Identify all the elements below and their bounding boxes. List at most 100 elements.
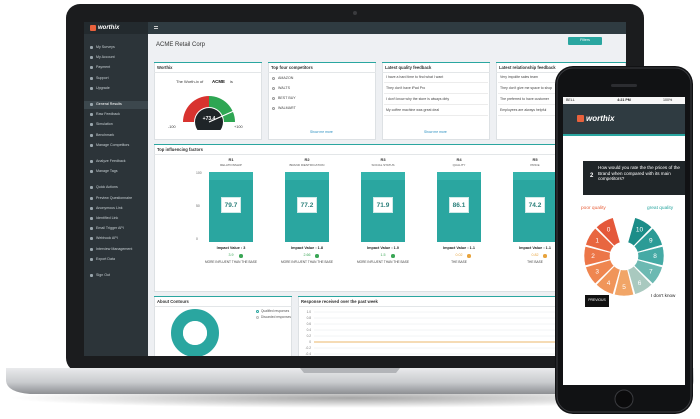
factor-axis-label: 0	[196, 237, 198, 241]
sidebar-icon	[90, 113, 93, 117]
card-accent	[154, 296, 292, 297]
feedback-divider	[384, 115, 488, 116]
sidebar-item[interactable]: Support	[96, 75, 109, 80]
sidebar-item[interactable]: General Results	[96, 102, 122, 106]
factor-impact: Impact Value : 1.8	[291, 246, 323, 250]
competitor-icon	[272, 107, 275, 110]
card-divider	[382, 72, 490, 73]
sidebar-item[interactable]: Manage Tags	[96, 169, 118, 174]
filter-button[interactable]: Filters	[568, 37, 602, 45]
sidebar-active	[84, 101, 148, 109]
rating-segment[interactable]	[633, 259, 663, 285]
card-title: Top influencing factors	[157, 147, 203, 152]
show-more[interactable]: Show me more	[424, 130, 447, 134]
previous-button[interactable]: PREVIOUS	[585, 295, 609, 307]
sidebar-item[interactable]: Upgrade	[96, 85, 110, 90]
factor-name: QUALITY	[452, 163, 466, 167]
sidebar-item[interactable]: Email Trigger API	[96, 226, 124, 231]
rating-label: 3	[595, 269, 599, 276]
competitor: WALMART	[278, 106, 296, 110]
card-divider	[154, 306, 292, 307]
sidebar-item[interactable]: Analyze Feedback	[96, 159, 126, 163]
factor-change-dot	[467, 254, 471, 258]
factor-change: 1.5	[380, 253, 386, 257]
sidebar-item[interactable]: Manage Competitors	[96, 142, 130, 147]
home-button[interactable]	[614, 389, 634, 409]
sidebar-item[interactable]: Interview Management	[96, 246, 133, 251]
y-tick-label: -0.2	[306, 346, 312, 350]
feedback: I have a hard time to find what I want	[386, 75, 444, 79]
rating-segment[interactable]	[627, 265, 653, 295]
sidebar-item[interactable]: Export Data	[96, 256, 115, 261]
donut	[171, 309, 219, 356]
legend-label: Discarded responses	[261, 315, 291, 319]
sidebar-item[interactable]: Payment	[96, 65, 111, 70]
competitor: WALTS	[278, 86, 290, 90]
rating-segment[interactable]	[595, 217, 621, 247]
rating-label: 2	[591, 253, 595, 260]
rating-segment[interactable]	[595, 265, 621, 295]
question-number: 2	[590, 173, 594, 179]
rating-segment[interactable]	[583, 245, 611, 267]
sidebar-item[interactable]: Simulation	[96, 122, 113, 127]
rating-segment[interactable]	[633, 227, 663, 253]
gauge-positive	[209, 96, 235, 122]
rating-segment[interactable]	[585, 227, 615, 253]
sidebar-item[interactable]: Anonymous Link	[96, 205, 123, 210]
card-accent	[154, 62, 262, 63]
factor-name: SOCIAL STATUS	[371, 163, 395, 167]
sidebar-item[interactable]: Identified Link	[96, 216, 119, 220]
topbar	[148, 22, 626, 34]
rating-segment[interactable]	[627, 217, 653, 247]
card-title: Latest relationship feedback	[499, 65, 556, 70]
dont-know[interactable]: I don't know	[651, 293, 676, 298]
rating-label: 1	[595, 238, 599, 245]
rating-segment[interactable]	[637, 245, 665, 267]
card-title: Latest quality feedback	[385, 65, 432, 70]
sidebar-item[interactable]: Benchmark	[96, 132, 115, 137]
sidebar	[84, 22, 148, 356]
factor-name: RELATIONSHIP	[220, 163, 242, 167]
sidebar-item[interactable]: Raw Feedback	[96, 112, 120, 117]
sidebar-item[interactable]: Sign Out	[96, 273, 110, 277]
camera	[353, 11, 357, 15]
legend-swatch	[256, 316, 259, 319]
y-tick-label: 0	[309, 340, 311, 344]
y-tick-label: 0.2	[307, 334, 312, 338]
competitor: AMAZON	[278, 76, 294, 80]
rating-segment[interactable]	[613, 269, 635, 297]
high-label: great quality	[647, 206, 674, 211]
sidebar-icon	[90, 66, 93, 70]
card-divider	[154, 154, 626, 155]
factor-band	[361, 172, 405, 180]
factor-score: 79.7	[221, 197, 241, 213]
sidebar-icon	[90, 227, 93, 231]
sidebar-item[interactable]: Quick Actions	[96, 185, 118, 190]
factor-change: 2.66	[303, 253, 311, 257]
rating-label: 7	[649, 269, 653, 276]
factor-change: 0.02	[455, 253, 463, 257]
sidebar-item[interactable]: My Account	[96, 55, 115, 60]
legend-label: Qualified responses	[261, 309, 290, 313]
factor-change-dot	[543, 254, 547, 258]
page-title: ACME Retail Corp	[156, 42, 206, 48]
show-more[interactable]: Show me more	[310, 130, 333, 134]
gauge	[183, 96, 235, 130]
factor-note: MORE INFLUENT THAN THE BASE	[204, 260, 258, 264]
factor-rank: R3	[380, 157, 386, 162]
rating-segment[interactable]	[585, 259, 615, 285]
worthix-company: ACME	[212, 78, 225, 84]
feedback: Employees are always helpful	[500, 108, 547, 112]
sidebar-item[interactable]: My Surveys	[96, 45, 115, 49]
rating-label: 4	[607, 280, 611, 287]
sidebar-icon	[90, 247, 93, 251]
sidebar-item[interactable]: Webhook API	[96, 236, 118, 241]
low-label: poor quality	[581, 206, 606, 211]
gauge-hub	[195, 108, 223, 130]
sidebar-item[interactable]: Preview Questionnaire	[96, 195, 133, 200]
sidebar-icon	[90, 133, 93, 137]
factor-name: PRICE	[530, 163, 540, 167]
card-divider	[298, 306, 626, 307]
gauge-negative	[183, 96, 209, 122]
sidebar-icon	[90, 257, 93, 261]
